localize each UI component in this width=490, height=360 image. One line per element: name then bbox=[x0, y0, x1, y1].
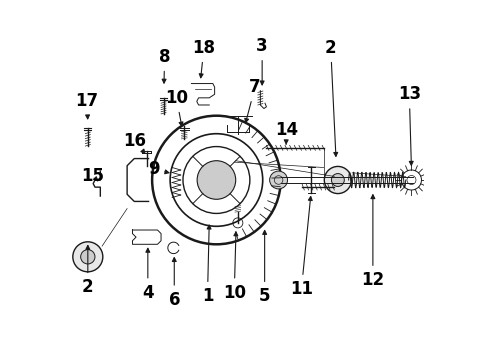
Text: 6: 6 bbox=[169, 258, 180, 309]
Circle shape bbox=[81, 249, 95, 264]
Text: 14: 14 bbox=[275, 121, 298, 145]
Text: 18: 18 bbox=[193, 39, 216, 78]
Text: 9: 9 bbox=[148, 160, 169, 178]
Text: 4: 4 bbox=[142, 248, 154, 302]
Circle shape bbox=[73, 242, 103, 272]
Circle shape bbox=[270, 171, 288, 189]
Text: 5: 5 bbox=[259, 230, 270, 305]
Text: 16: 16 bbox=[123, 132, 146, 153]
Circle shape bbox=[197, 161, 236, 199]
Text: 17: 17 bbox=[75, 93, 98, 119]
Text: 11: 11 bbox=[290, 197, 313, 298]
Text: 10: 10 bbox=[223, 232, 246, 302]
Text: 2: 2 bbox=[325, 39, 338, 156]
Text: 2: 2 bbox=[82, 246, 94, 296]
Circle shape bbox=[324, 166, 351, 194]
Text: 1: 1 bbox=[202, 225, 213, 305]
Text: 10: 10 bbox=[165, 89, 188, 126]
Text: 15: 15 bbox=[82, 167, 105, 185]
Text: 8: 8 bbox=[159, 48, 171, 83]
Text: 7: 7 bbox=[245, 78, 261, 122]
Text: 13: 13 bbox=[398, 85, 421, 165]
Circle shape bbox=[331, 174, 344, 186]
Text: 3: 3 bbox=[256, 37, 268, 85]
Text: 12: 12 bbox=[361, 195, 385, 289]
